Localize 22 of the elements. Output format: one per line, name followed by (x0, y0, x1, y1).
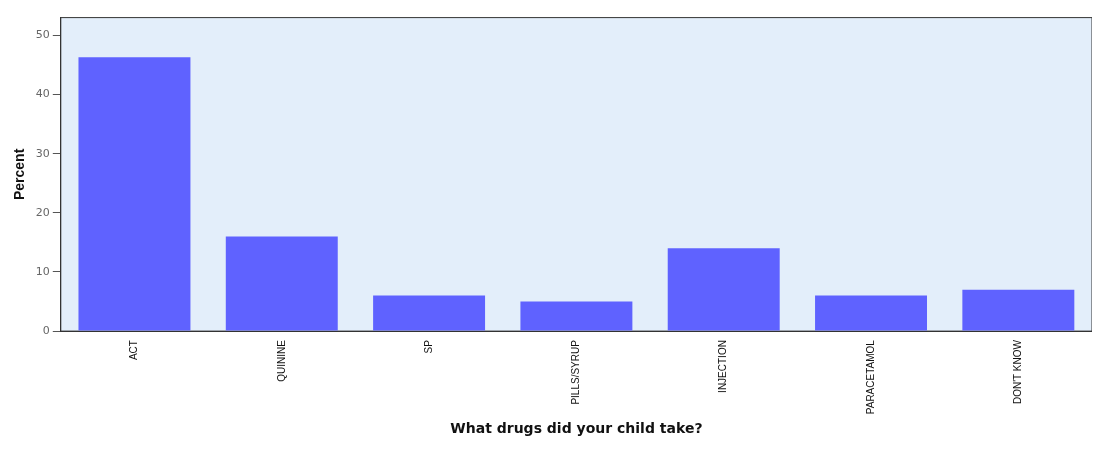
x-axis-title: What drugs did your child take? (450, 420, 703, 437)
y-tick-label: 10 (35, 264, 50, 278)
x-tick-label: DON'T KNOW (1012, 339, 1024, 405)
y-tick-label: 30 (35, 146, 50, 160)
x-tick-label: INJECTION (717, 340, 729, 393)
x-tick-label: PARACETAMOL (864, 339, 876, 415)
x-tick-label: SP (422, 339, 434, 354)
y-tick-label: 50 (35, 28, 50, 42)
bar (667, 248, 780, 331)
y-axis-title: Percent (11, 148, 28, 201)
y-tick-label: 0 (42, 323, 50, 337)
bar (225, 236, 338, 331)
bar (962, 289, 1075, 331)
bar (78, 57, 191, 331)
y-tick-label: 20 (35, 205, 50, 219)
x-tick-label: PILLS/SYRUP (570, 339, 582, 405)
bar (373, 295, 486, 331)
y-tick-label: 40 (35, 87, 50, 101)
bar (520, 301, 633, 331)
x-tick-label: ACT (128, 340, 140, 361)
bar (815, 295, 928, 331)
x-tick-label: QUININE (275, 339, 287, 382)
